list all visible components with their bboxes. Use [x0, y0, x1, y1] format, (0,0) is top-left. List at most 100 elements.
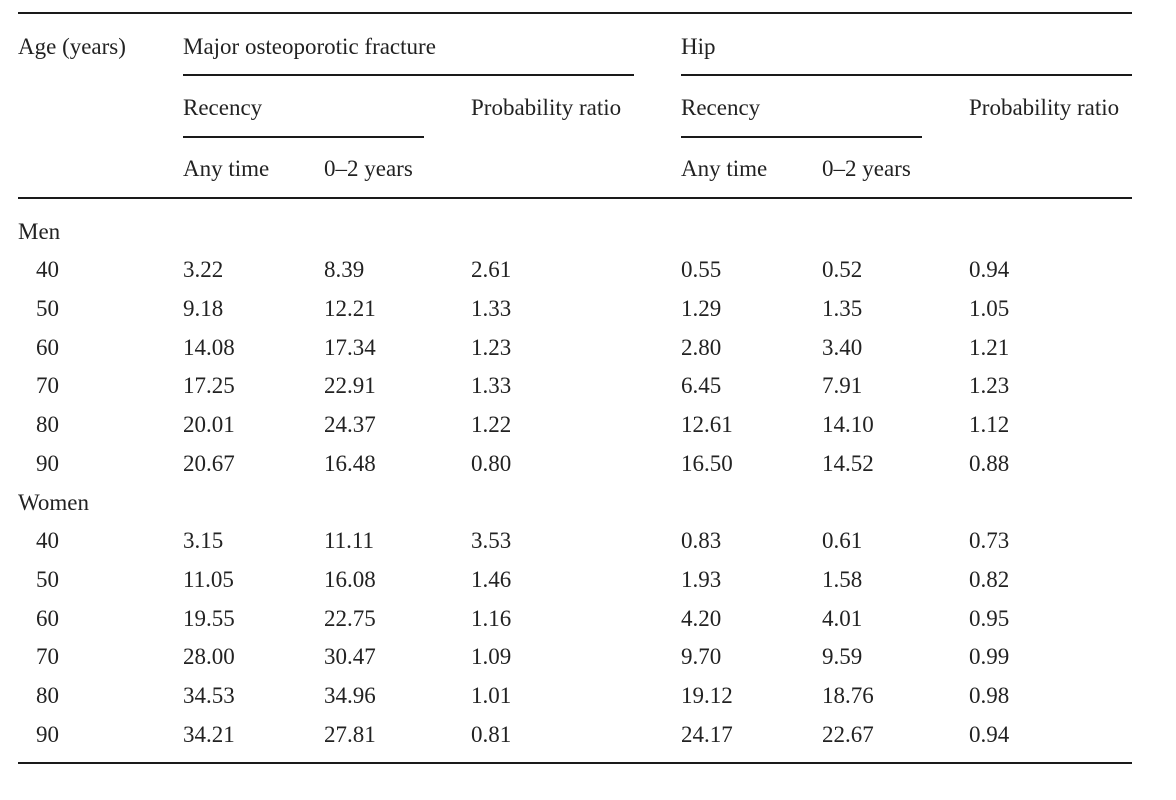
mof-0-2-years-cell: 22.75: [324, 606, 376, 631]
age-column-header: Age (years): [18, 34, 126, 59]
hip-0-2-years-cell: 1.58: [822, 567, 863, 592]
mof-0-2-years-cell: 17.34: [324, 335, 376, 360]
mof-0-2-years-cell: 8.39: [324, 257, 365, 282]
mof-0-2-years-cell: 24.37: [324, 412, 376, 437]
mof-any-time-cell: 28.00: [183, 644, 235, 669]
mof-probability-ratio-cell: 1.09: [471, 644, 512, 669]
hip-any-time-header: Any time: [681, 156, 768, 181]
hip-0-2-years-cell: 18.76: [822, 683, 874, 708]
hip-any-time-cell: 16.50: [681, 451, 733, 476]
hip-probability-ratio-cell: 0.73: [969, 528, 1010, 553]
age-cell: 50: [36, 567, 59, 592]
age-cell: 80: [36, 412, 59, 437]
hip-any-time-cell: 2.80: [681, 335, 722, 360]
hip-any-time-cell: 1.93: [681, 567, 722, 592]
mof-any-time-cell: 20.67: [183, 451, 235, 476]
hip-probability-ratio-cell: 1.21: [969, 335, 1010, 360]
mof-probability-ratio-cell: 1.46: [471, 567, 512, 592]
hip-0-2-years-cell: 1.35: [822, 296, 863, 321]
hip-0-2-years-cell: 0.52: [822, 257, 863, 282]
mof-any-time-cell: 3.22: [183, 257, 224, 282]
group-label-men: Men: [18, 219, 61, 244]
mof-any-time-cell: 14.08: [183, 335, 235, 360]
bottom-rule: [18, 762, 1132, 764]
hip-0-2-years-cell: 9.59: [822, 644, 863, 669]
age-cell: 90: [36, 722, 59, 747]
age-cell: 60: [36, 606, 59, 631]
mof-any-time-cell: 9.18: [183, 296, 224, 321]
hip-any-time-cell: 9.70: [681, 644, 722, 669]
mof-any-time-header: Any time: [183, 156, 270, 181]
hip-any-time-cell: 1.29: [681, 296, 722, 321]
mof-any-time-cell: 34.53: [183, 683, 235, 708]
mof-probability-ratio-cell: 0.81: [471, 722, 512, 747]
mof-any-time-cell: 34.21: [183, 722, 235, 747]
age-cell: 40: [36, 528, 59, 553]
mof-any-time-cell: 19.55: [183, 606, 235, 631]
mof-recency-header: Recency: [183, 95, 263, 120]
header-bottom-rule: [18, 197, 1132, 199]
hip-any-time-cell: 0.83: [681, 528, 722, 553]
mof-any-time-cell: 3.15: [183, 528, 224, 553]
mof-probability-ratio-header: Probability ratio: [471, 95, 622, 120]
mof-probability-ratio-cell: 2.61: [471, 257, 512, 282]
top-rule: [18, 12, 1132, 14]
hip-any-time-cell: 0.55: [681, 257, 722, 282]
mof-recency-rule: [183, 136, 424, 138]
hip-probability-ratio-cell: 0.95: [969, 606, 1010, 631]
hip-group-header: Hip: [681, 34, 716, 59]
mof-any-time-cell: 17.25: [183, 373, 235, 398]
hip-0-2-years-cell: 3.40: [822, 335, 863, 360]
hip-0-2-years-cell: 7.91: [822, 373, 863, 398]
hip-probability-ratio-cell: 0.98: [969, 683, 1010, 708]
hip-any-time-cell: 4.20: [681, 606, 722, 631]
mof-probability-ratio-cell: 1.16: [471, 606, 512, 631]
hip-probability-ratio-cell: 0.82: [969, 567, 1010, 592]
hip-probability-ratio-cell: 1.23: [969, 373, 1010, 398]
mof-any-time-cell: 11.05: [183, 567, 234, 592]
hip-any-time-cell: 19.12: [681, 683, 733, 708]
hip-any-time-cell: 12.61: [681, 412, 733, 437]
hip-0-2-years-cell: 14.10: [822, 412, 874, 437]
hip-0-2-years-cell: 0.61: [822, 528, 863, 553]
mof-probability-ratio-cell: 0.80: [471, 451, 512, 476]
mof-group-header: Major osteoporotic fracture: [183, 34, 436, 59]
hip-probability-ratio-cell: 1.12: [969, 412, 1010, 437]
mof-probability-ratio-cell: 1.01: [471, 683, 512, 708]
hip-0-2-years-cell: 22.67: [822, 722, 874, 747]
mof-0-2-years-cell: 30.47: [324, 644, 376, 669]
mof-any-time-cell: 20.01: [183, 412, 235, 437]
age-cell: 90: [36, 451, 59, 476]
hip-any-time-cell: 24.17: [681, 722, 733, 747]
mof-probability-ratio-cell: 1.23: [471, 335, 512, 360]
mof-probability-ratio-cell: 3.53: [471, 528, 512, 553]
hip-any-time-cell: 6.45: [681, 373, 722, 398]
mof-probability-ratio-cell: 1.33: [471, 373, 512, 398]
age-cell: 70: [36, 373, 59, 398]
mof-0-2-years-cell: 16.48: [324, 451, 376, 476]
hip-recency-rule: [681, 136, 922, 138]
mof-0-2-years-cell: 11.11: [324, 528, 375, 553]
hip-recency-header: Recency: [681, 95, 761, 120]
mof-group-rule: [183, 74, 634, 76]
hip-group-rule: [681, 74, 1132, 76]
mof-probability-ratio-cell: 1.22: [471, 412, 512, 437]
hip-0-2-years-cell: 14.52: [822, 451, 874, 476]
mof-0-2-years-cell: 34.96: [324, 683, 376, 708]
mof-0-2-years-header: 0–2 years: [324, 156, 413, 181]
group-label-women: Women: [18, 490, 89, 515]
age-cell: 40: [36, 257, 59, 282]
age-cell: 60: [36, 335, 59, 360]
age-cell: 70: [36, 644, 59, 669]
hip-0-2-years-cell: 4.01: [822, 606, 863, 631]
mof-probability-ratio-cell: 1.33: [471, 296, 512, 321]
mof-0-2-years-cell: 27.81: [324, 722, 376, 747]
hip-probability-ratio-header: Probability ratio: [969, 95, 1120, 120]
age-cell: 50: [36, 296, 59, 321]
hip-probability-ratio-cell: 0.99: [969, 644, 1010, 669]
hip-probability-ratio-cell: 0.94: [969, 722, 1010, 747]
hip-probability-ratio-cell: 0.88: [969, 451, 1010, 476]
mof-0-2-years-cell: 22.91: [324, 373, 376, 398]
mof-0-2-years-cell: 12.21: [324, 296, 376, 321]
hip-probability-ratio-cell: 0.94: [969, 257, 1010, 282]
